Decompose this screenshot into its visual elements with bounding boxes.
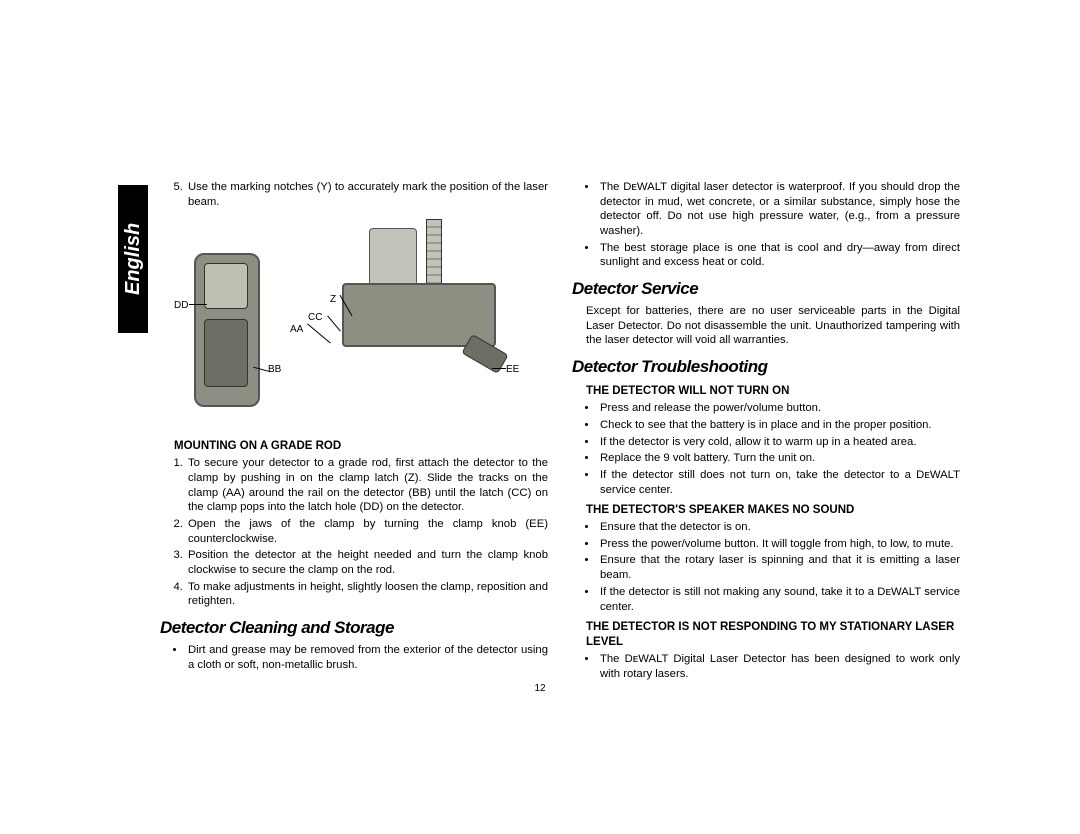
language-tab: English — [118, 185, 148, 333]
mounting-steps: To secure your detector to a grade rod, … — [160, 456, 548, 609]
mounting-heading: MOUNTING ON A GRADE ROD — [160, 439, 548, 454]
service-title: Detector Service — [572, 278, 960, 300]
label-dd: DD — [174, 299, 188, 312]
ts1-bullets: Press and release the power/volume butto… — [572, 401, 960, 497]
label-cc: CC — [308, 311, 322, 324]
ts2-bullets: Ensure that the detector is on. Press th… — [572, 520, 960, 614]
leader-ee — [492, 368, 506, 369]
service-text: Except for batteries, there are no user … — [572, 304, 960, 348]
mounting-step: To make adjustments in height, slightly … — [186, 580, 548, 609]
ts-bullet: Press and release the power/volume butto… — [598, 401, 960, 416]
ts-bullet: If the detector is still not making any … — [598, 585, 960, 614]
storage-bullet: The best storage place is one that is co… — [598, 241, 960, 270]
leader-aa — [307, 324, 331, 344]
cleaning-bullets: Dirt and grease may be removed from the … — [160, 643, 548, 672]
ts3-heading: THE DETECTOR IS NOT RESPONDING TO MY STA… — [572, 620, 960, 650]
label-aa: AA — [290, 323, 303, 336]
step-list-continued: Use the marking notches (Y) to accuratel… — [160, 180, 548, 209]
label-ee: EE — [506, 363, 519, 376]
troubleshooting-title: Detector Troubleshooting — [572, 356, 960, 378]
manual-page: English Use the marking notches (Y) to a… — [0, 0, 1080, 834]
left-column: Use the marking notches (Y) to accuratel… — [160, 180, 548, 683]
right-column: The DᴇWALT digital laser detector is wat… — [572, 180, 960, 683]
detector-screen — [204, 263, 248, 309]
ts-bullet: If the detector still does not turn on, … — [598, 468, 960, 497]
mounting-step: To secure your detector to a grade rod, … — [186, 456, 548, 515]
detector-lens — [204, 319, 248, 387]
ts-bullet: Ensure that the rotary laser is spinning… — [598, 553, 960, 582]
detector-figure: DD BB Z CC AA EE — [174, 213, 548, 433]
mounting-step: Open the jaws of the clamp by turning th… — [186, 517, 548, 546]
leader-cc — [327, 316, 341, 332]
two-column-content: Use the marking notches (Y) to accuratel… — [160, 180, 960, 683]
page-number: 12 — [0, 683, 1080, 694]
cleaning-bullet: Dirt and grease may be removed from the … — [186, 643, 548, 672]
mounting-step: Position the detector at the height need… — [186, 548, 548, 577]
label-z: Z — [330, 293, 336, 306]
cleaning-title: Detector Cleaning and Storage — [160, 617, 548, 639]
ts-bullet: Check to see that the battery is in plac… — [598, 418, 960, 433]
ts-bullet: Replace the 9 volt battery. Turn the uni… — [598, 451, 960, 466]
step-5: Use the marking notches (Y) to accuratel… — [186, 180, 548, 209]
ts-bullet: Ensure that the detector is on. — [598, 520, 960, 535]
storage-bullet: The DᴇWALT digital laser detector is wat… — [598, 180, 960, 239]
ts3-bullets: The DᴇWALT Digital Laser Detector has be… — [572, 652, 960, 681]
ts2-heading: THE DETECTOR'S SPEAKER MAKES NO SOUND — [572, 503, 960, 518]
ts1-heading: THE DETECTOR WILL NOT TURN ON — [572, 384, 960, 399]
ts-bullet: If the detector is very cold, allow it t… — [598, 435, 960, 450]
ts-bullet: Press the power/volume button. It will t… — [598, 537, 960, 552]
clamp-top — [369, 228, 417, 286]
ts-bullet: The DᴇWALT Digital Laser Detector has be… — [598, 652, 960, 681]
storage-bullets: The DᴇWALT digital laser detector is wat… — [572, 180, 960, 270]
label-bb: BB — [268, 363, 281, 376]
leader-dd — [189, 304, 207, 305]
